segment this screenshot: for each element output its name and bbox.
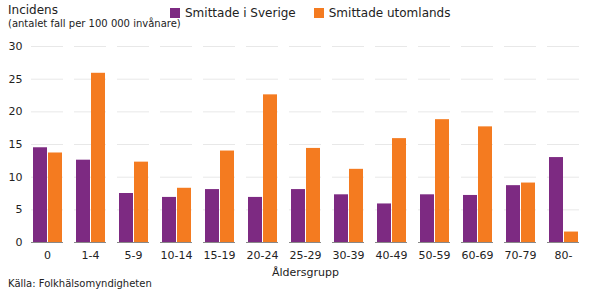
svg-text:40-49: 40-49: [376, 249, 408, 262]
svg-text:80-: 80-: [555, 249, 573, 262]
html-text:(antalet fall per 100 000 invå: (antalet fall per 100 000 invånare): [8, 18, 181, 29]
html-text:Smittade utomlands: Smittade utomlands: [328, 6, 451, 20]
svg-text:25-29: 25-29: [290, 249, 322, 262]
svg-text:70-79: 70-79: [505, 249, 537, 262]
svg-text:60-69: 60-69: [462, 249, 494, 262]
svg-text:30-39: 30-39: [333, 249, 365, 262]
html-text:Källa: Folkhälsomyndigheten: Källa: Folkhälsomyndigheten: [8, 278, 152, 289]
svg-text:Åldersgrupp: Åldersgrupp: [272, 266, 339, 279]
svg-text:10: 10: [9, 171, 23, 184]
svg-text:10-14: 10-14: [161, 249, 193, 262]
svg-text:15-19: 15-19: [204, 249, 236, 262]
svg-text:30: 30: [9, 40, 23, 53]
svg-text:15: 15: [9, 138, 23, 151]
svg-text:20-24: 20-24: [247, 249, 279, 262]
svg-text:5: 5: [16, 203, 23, 216]
html-text:Incidens: Incidens: [8, 3, 58, 17]
svg-text:20: 20: [9, 105, 23, 118]
svg-text:0: 0: [44, 249, 51, 262]
svg-text:25: 25: [9, 73, 23, 86]
svg-text:1-4: 1-4: [82, 249, 100, 262]
svg-text:5-9: 5-9: [125, 249, 143, 262]
html-text:Smittade i Sverige: Smittade i Sverige: [185, 6, 296, 20]
svg-text:0: 0: [16, 236, 23, 249]
svg-text:50-59: 50-59: [419, 249, 451, 262]
